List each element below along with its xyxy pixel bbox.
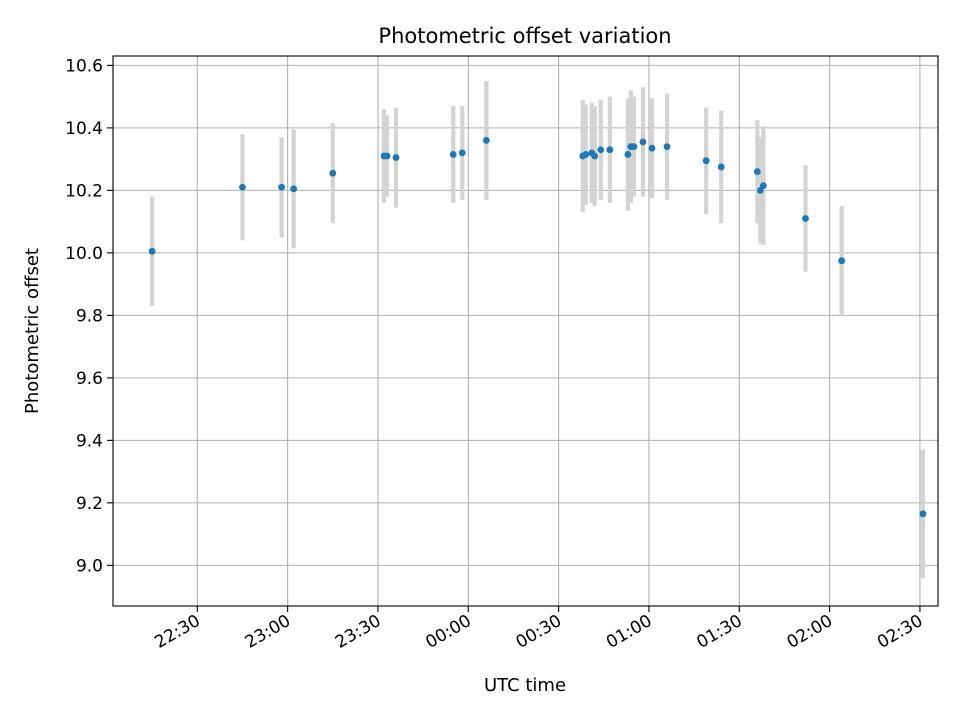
data-point bbox=[630, 143, 638, 151]
data-point bbox=[278, 183, 286, 191]
data-point bbox=[582, 151, 590, 158]
y-tick-label: 9.8 bbox=[76, 306, 103, 326]
data-point bbox=[663, 143, 671, 151]
y-axis-label: Photometric offset bbox=[22, 248, 43, 414]
data-point bbox=[759, 182, 767, 190]
data-point bbox=[383, 152, 391, 160]
data-point bbox=[449, 151, 457, 158]
x-axis-label: UTC time bbox=[484, 675, 566, 696]
y-tick-label: 10.4 bbox=[65, 119, 103, 139]
data-point bbox=[919, 510, 927, 518]
data-point bbox=[290, 185, 298, 193]
ticks bbox=[107, 64, 921, 612]
chart-title: Photometric offset variation bbox=[378, 24, 671, 48]
data-point bbox=[148, 247, 156, 255]
y-tick-label: 9.4 bbox=[76, 431, 103, 451]
y-tick-label: 9.6 bbox=[76, 369, 103, 389]
data-point bbox=[458, 149, 466, 157]
data-point bbox=[239, 183, 246, 191]
data-point bbox=[624, 151, 632, 158]
data-point bbox=[392, 154, 400, 161]
y-tick-label: 10.0 bbox=[65, 244, 103, 264]
y-tick-labels: 9.0 9.2 9.4 9.6 9.8 10.0 10.2 10.4 10.6 bbox=[65, 56, 103, 576]
y-tick-label: 10.6 bbox=[65, 56, 103, 76]
data-point bbox=[753, 168, 761, 176]
axes-frame bbox=[112, 55, 939, 607]
data-point bbox=[717, 163, 725, 171]
data-point bbox=[802, 215, 809, 222]
data-point bbox=[591, 152, 599, 160]
data-point bbox=[648, 144, 656, 152]
data-point bbox=[597, 146, 605, 154]
data-point bbox=[702, 157, 710, 165]
data-point bbox=[639, 138, 647, 146]
y-tick-label: 9.2 bbox=[76, 494, 103, 514]
data-points bbox=[148, 136, 927, 518]
y-tick-label: 9.0 bbox=[76, 556, 103, 576]
data-point bbox=[606, 146, 614, 154]
data-point bbox=[482, 136, 490, 144]
data-point bbox=[329, 169, 337, 177]
data-point bbox=[838, 257, 846, 265]
y-tick-label: 10.2 bbox=[65, 181, 103, 201]
